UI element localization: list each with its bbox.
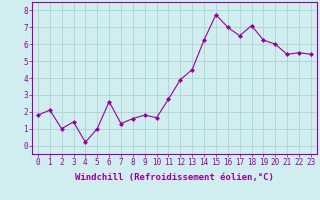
X-axis label: Windchill (Refroidissement éolien,°C): Windchill (Refroidissement éolien,°C) (75, 173, 274, 182)
